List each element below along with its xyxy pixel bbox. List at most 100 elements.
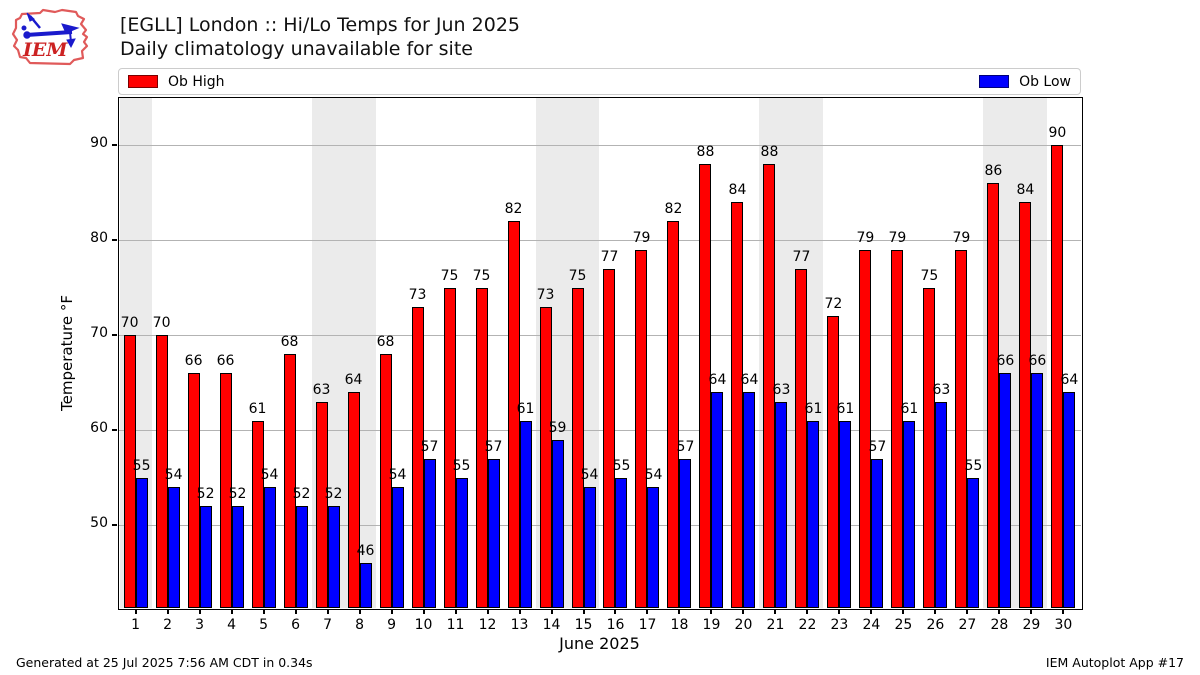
high-bar-value: 77 [600, 248, 619, 265]
low-bar-value: 59 [548, 419, 567, 436]
high-bar [379, 354, 392, 608]
low-bar-value: 64 [708, 372, 727, 389]
low-bar [1063, 392, 1076, 608]
x-tick-mark [870, 609, 873, 614]
x-tick-mark [454, 609, 457, 614]
iem-logo-text: IEM [22, 39, 68, 61]
x-tick-label: 22 [798, 617, 817, 633]
low-bar-value: 61 [900, 400, 919, 417]
chart-title: [EGLL] London :: Hi/Lo Temps for Jun 202… [120, 14, 520, 36]
x-tick-label: 28 [990, 617, 1009, 633]
high-bar [315, 401, 328, 608]
high-bar [411, 306, 424, 608]
low-bar-value: 54 [644, 467, 663, 484]
high-bar-value: 82 [664, 201, 683, 218]
gridline [118, 240, 1081, 242]
high-bar-value: 75 [568, 267, 587, 284]
chart-subtitle: Daily climatology unavailable for site [120, 38, 473, 60]
high-bar [1019, 202, 1032, 608]
low-bar-value: 52 [196, 486, 215, 503]
low-bar-value: 54 [164, 467, 183, 484]
gridline [118, 335, 1081, 337]
x-tick-mark [646, 609, 649, 614]
low-bar [199, 506, 212, 608]
gridline [118, 145, 1081, 146]
low-bar [679, 458, 692, 608]
x-tick-mark [742, 609, 745, 614]
high-bar-value: 79 [888, 229, 907, 246]
low-bar-value: 61 [836, 400, 855, 417]
high-bar-value: 61 [248, 400, 267, 417]
low-bar-value: 54 [260, 467, 279, 484]
x-tick-label: 16 [606, 617, 625, 633]
x-tick-label: 10 [414, 617, 433, 633]
low-bar [775, 401, 788, 608]
x-tick-label: 21 [766, 617, 785, 633]
iowa-outline-icon [11, 8, 89, 66]
y-tick-label: 70 [90, 325, 108, 342]
high-bar-value: 88 [696, 144, 715, 161]
iem-logo: IEM [11, 8, 89, 66]
x-tick-mark [806, 609, 809, 614]
high-bar [763, 164, 776, 608]
legend: Ob High Ob Low [118, 68, 1081, 95]
low-bar [519, 420, 532, 608]
high-bar [539, 306, 552, 608]
low-bar [423, 458, 436, 608]
low-bar [967, 477, 980, 608]
x-tick-mark [486, 609, 489, 614]
x-tick-mark [934, 609, 937, 614]
y-tick-mark [112, 429, 117, 432]
low-bar-value: 61 [804, 400, 823, 417]
app-credit: IEM Autoplot App #17 [1045, 655, 1184, 670]
low-bar [935, 401, 948, 608]
low-bar [263, 487, 276, 608]
high-bar-value: 84 [728, 182, 747, 199]
gridline [118, 430, 1081, 432]
x-tick-mark [230, 609, 233, 614]
x-tick-label: 15 [574, 617, 593, 633]
high-bar [283, 354, 296, 608]
x-tick-mark [134, 609, 137, 614]
y-tick-mark [112, 144, 117, 146]
x-tick-mark [966, 609, 969, 614]
x-tick-label: 7 [323, 617, 332, 633]
x-tick-mark [422, 609, 425, 614]
high-bar [475, 287, 488, 608]
x-tick-mark [198, 609, 201, 614]
x-tick-label: 3 [195, 617, 205, 633]
high-bar-value: 84 [1016, 182, 1035, 199]
low-bar [551, 439, 564, 608]
low-bar-value: 54 [580, 467, 599, 484]
low-bar-value: 63 [932, 381, 951, 398]
low-bar-value: 55 [452, 457, 471, 474]
low-bar-value: 61 [516, 400, 535, 417]
x-tick-label: 25 [894, 617, 913, 633]
high-bar [347, 392, 360, 608]
y-tick-label: 90 [90, 135, 108, 151]
low-bar-value: 63 [772, 381, 791, 398]
high-bar [731, 202, 744, 608]
y-tick-label: 60 [90, 420, 108, 437]
x-tick-label: 29 [1022, 617, 1041, 633]
low-bar-value: 52 [228, 486, 247, 503]
high-bar [987, 183, 1000, 608]
high-bar-value: 79 [632, 229, 651, 246]
x-tick-label: 24 [862, 617, 881, 633]
high-bar [795, 268, 808, 608]
low-bar [839, 420, 852, 608]
high-bar-value: 90 [1048, 125, 1067, 141]
x-tick-mark [166, 609, 169, 614]
low-bar [711, 392, 724, 608]
low-bar-value: 55 [612, 457, 631, 474]
ob-high-label: Ob High [168, 73, 225, 90]
x-tick-mark [550, 609, 553, 614]
low-bar-value: 52 [324, 486, 343, 503]
high-bar-value: 68 [280, 334, 299, 351]
high-bar [187, 373, 200, 608]
low-bar-value: 57 [868, 438, 887, 455]
low-bar [231, 506, 244, 608]
high-bar-value: 88 [760, 144, 779, 161]
low-bar [647, 487, 660, 608]
x-tick-label: 30 [1054, 617, 1073, 633]
